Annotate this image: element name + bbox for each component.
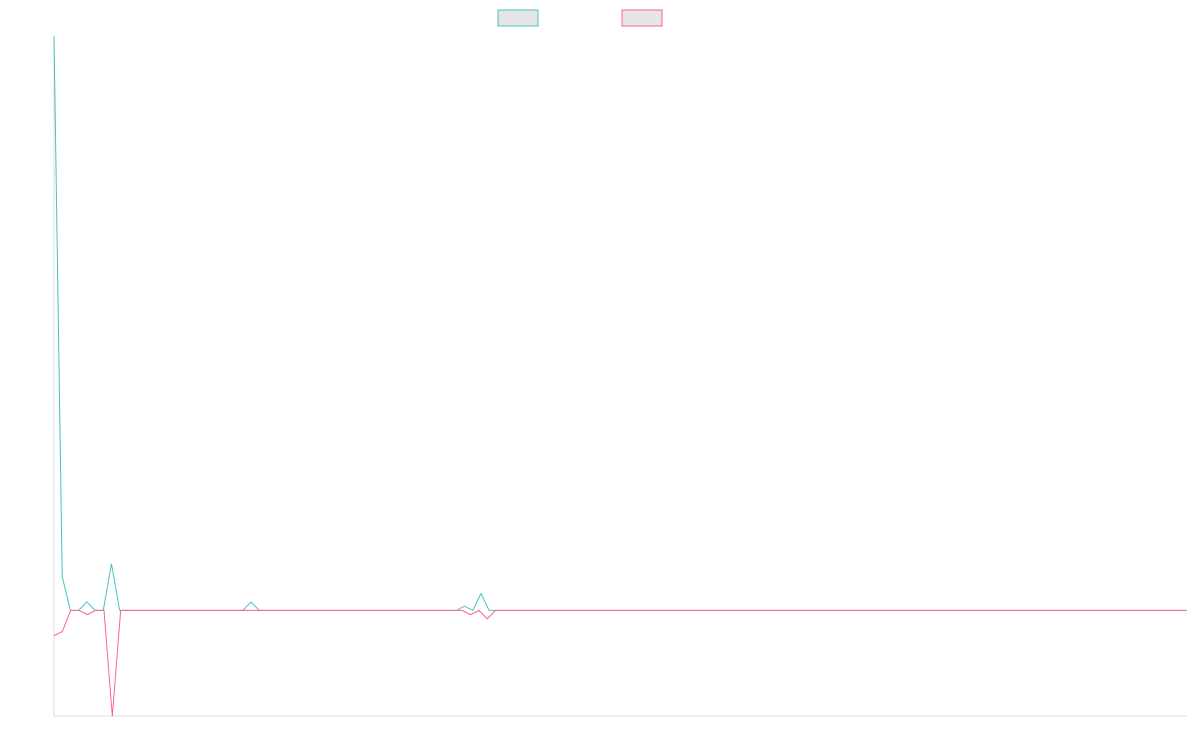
legend: [497, 9, 663, 27]
series-line-0: [53, 35, 1187, 611]
legend-swatch-0[interactable]: [497, 9, 539, 27]
series-line-1: [53, 609, 1187, 717]
series-group: [53, 35, 1187, 717]
legend-swatch-1[interactable]: [621, 9, 663, 27]
